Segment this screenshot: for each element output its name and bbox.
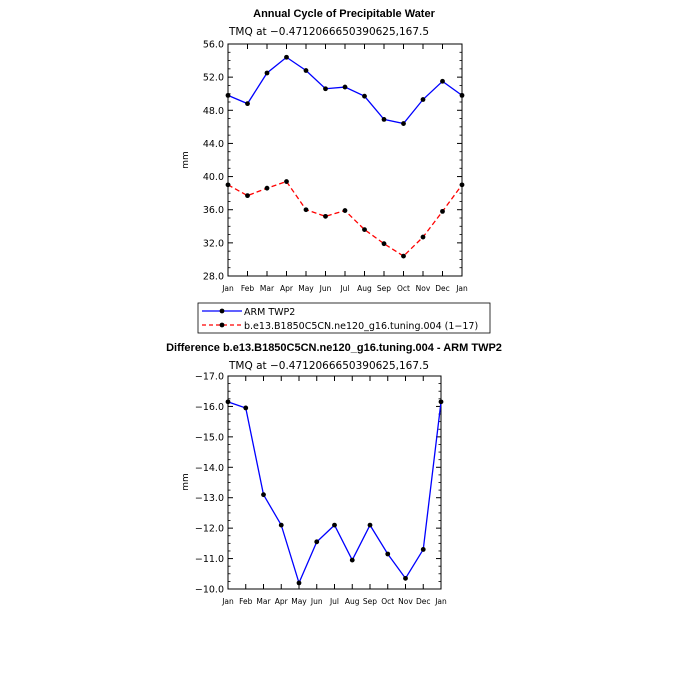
c1-xtick-label: Feb [241,284,255,293]
c1-series-1-point [245,193,250,199]
legend-label-arm: ARM TWP2 [244,307,295,318]
c1-ytick-label: 28.0 [203,272,224,283]
c1-series-1-point [401,253,406,259]
c1-series-line-0 [227,56,463,125]
c2-ytick-label: −12.0 [195,524,224,535]
chart1-subtitle: TMQ at −0.4712066650390625,167.5 [228,26,429,38]
c2-xtick-label: Jul [329,597,339,606]
c2-series-line-0 [227,401,442,585]
c1-xtick-label: Nov [416,284,431,293]
c2-xtick-label: Apr [275,597,289,606]
c1-series-0-point [381,117,387,122]
c2-xtick-label: Sep [363,597,377,606]
chart1-title: Annual Cycle of Precipitable Water [253,8,435,20]
c2-series-0-point [332,522,337,528]
c1-series-0-point [323,86,328,92]
c1-xtick-label: Dec [435,284,450,293]
c2-ytick-label: −17.0 [195,372,224,383]
c1-series-1-point [323,213,328,219]
c2-xtick-label: May [291,597,307,606]
c1-series-0-point [440,78,445,84]
c1-xtick-label: Apr [280,284,294,293]
chart2-plot-frame [227,375,442,590]
c1-xtick-label: Sep [377,284,391,293]
c1-series-1-point [459,182,465,188]
c1-series-1-point [381,241,387,247]
c1-series-0-point [284,54,289,60]
c1-xtick-label: Jul [339,284,349,293]
c1-ytick-label: 44.0 [203,139,224,150]
chart2-subtitle: TMQ at −0.4712066650390625,167.5 [228,360,429,372]
legend-label-model: b.e13.B1850C5CN.ne120_g16.tuning.004 (1−… [244,321,478,332]
c2-series-0-point [403,575,408,581]
chart1-legend-box [197,302,491,334]
c2-xtick-label: Jan [434,597,447,606]
c2-ytick-label: −15.0 [195,432,224,443]
c2-xtick-label: Feb [239,597,253,606]
c2-xtick-label: Aug [345,597,360,606]
c1-series-0-point [362,93,367,99]
c1-ytick-label: 52.0 [203,73,224,84]
c2-xtick-label: Jan [221,597,234,606]
c1-series-1-point [284,179,289,184]
c2-series-0-point [261,492,266,498]
c1-series-0-point [225,92,231,98]
chart1-ylabel: mm [181,151,191,169]
c1-series-1-point [264,185,270,191]
chart2-title: Difference b.e13.B1850C5CN.ne120_g16.tun… [166,342,502,354]
c1-xtick-label: Jun [319,284,332,293]
c2-xtick-label: Nov [398,597,413,606]
c2-ytick-label: −11.0 [195,554,224,565]
c2-series-0-point [225,399,231,405]
c2-series-0-point [243,405,249,411]
c1-series-1-point [342,208,348,213]
c1-series-0-point [264,70,270,76]
c2-series-0-point [314,539,320,545]
c2-series-0-point [385,551,391,557]
c2-series-0-point [367,522,373,528]
c1-series-1-point [303,207,309,213]
c1-ytick-label: 36.0 [203,205,224,216]
c1-ytick-label: 32.0 [203,238,224,249]
c2-series-0-point [349,557,355,563]
c1-series-0-point [420,97,426,102]
c1-series-0-point [342,84,348,90]
c1-series-0-point [401,121,406,126]
c2-series-0-point [296,580,302,586]
c1-series-1-point [225,182,231,188]
c1-xtick-label: Mar [260,284,275,293]
c1-xtick-label: Jan [221,284,234,293]
c1-xtick-label: Jan [455,284,468,293]
c1-series-1-point [440,208,445,214]
c1-series-1-point [362,227,367,233]
legend-marker-model [219,322,225,328]
legend-marker-arm [219,308,225,314]
c2-xtick-label: Jun [310,597,323,606]
c2-xtick-label: Mar [256,597,271,606]
c1-series-line-1 [227,180,463,257]
c1-series-0-point [459,92,465,98]
c2-series-0-point [278,522,284,528]
c2-xtick-label: Dec [416,597,431,606]
c1-xtick-label: May [298,284,314,293]
c2-ytick-label: −16.0 [195,402,224,413]
c1-xtick-label: Aug [357,284,372,293]
c1-xtick-label: Oct [397,284,410,293]
c1-series-1-point [420,234,426,240]
c2-ytick-label: −14.0 [195,463,224,474]
c2-series-0-point [438,399,444,405]
c1-series-0-point [245,101,250,107]
chart2-ylabel: mm [181,473,191,491]
c2-ytick-label: −13.0 [195,493,224,504]
c1-series-0-point [303,68,309,73]
c2-ytick-label: −10.0 [195,585,224,596]
c1-ytick-label: 56.0 [203,40,224,51]
c1-ytick-label: 40.0 [203,172,224,183]
c2-series-0-point [420,547,426,552]
c1-ytick-label: 48.0 [203,106,224,117]
c2-xtick-label: Oct [381,597,394,606]
